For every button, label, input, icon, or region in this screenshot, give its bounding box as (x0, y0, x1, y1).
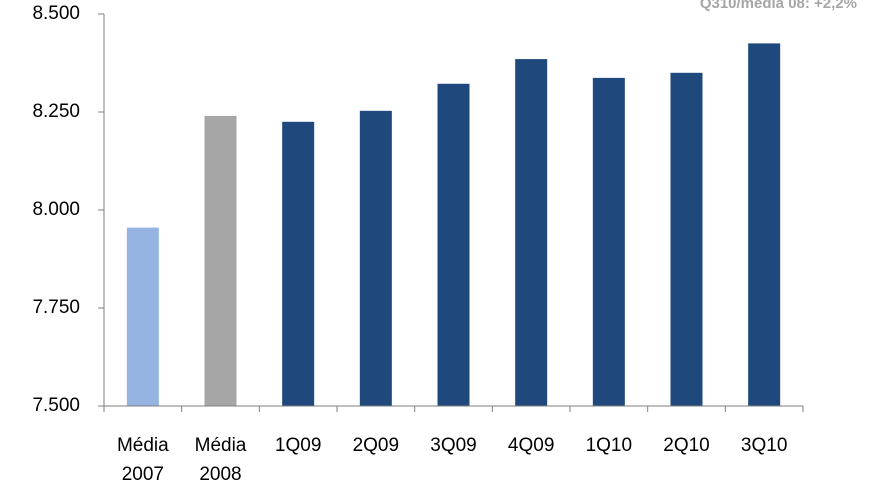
bars-group (126, 43, 781, 407)
bar (592, 77, 625, 407)
x-tick-label-line: 2007 (122, 464, 164, 485)
bar (359, 110, 392, 406)
x-tick-label-line: 2Q10 (663, 435, 709, 456)
y-tick-label: 7.500 (32, 395, 80, 416)
x-tick-label-line: 2Q09 (353, 435, 399, 456)
x-tick-label: 3Q10 (741, 435, 787, 456)
x-tick-label: Média 2008 (195, 435, 247, 485)
x-tick-label: Média 2007 (117, 435, 169, 485)
bar (126, 227, 159, 406)
x-tick-label: 1Q10 (586, 435, 632, 456)
x-tick-label: 2Q10 (663, 435, 709, 456)
x-tick-label: 3Q09 (430, 435, 476, 456)
bar (282, 121, 315, 407)
x-tick-label-line: 2008 (199, 464, 241, 485)
x-tick-label-line: 4Q09 (508, 435, 554, 456)
x-tick-label-line: 1Q10 (586, 435, 632, 456)
y-tick-label: 8.000 (32, 199, 80, 220)
x-tick-label-line: 3Q09 (430, 435, 476, 456)
x-tick-label-line: 1Q09 (275, 435, 321, 456)
bar (670, 72, 703, 407)
y-tick-label: 8.250 (32, 101, 80, 122)
bar (437, 83, 470, 406)
x-tick-label-line: Média (195, 435, 247, 456)
x-tick-label: 2Q09 (353, 435, 399, 456)
y-ticks-group: 7.500 7.750 8.000 8.250 8.500 (32, 3, 104, 416)
x-tick-label: 4Q09 (508, 435, 554, 456)
y-tick-label: 7.750 (32, 297, 80, 318)
bar (748, 43, 781, 407)
bar (515, 59, 548, 407)
x-ticks-group: Média 2007 Média 2008 1Q09 2Q09 3Q09 4Q09 1Q10 2Q… (103, 406, 804, 485)
x-tick-label-line: Média (117, 435, 169, 456)
x-tick-label: 1Q09 (275, 435, 321, 456)
bar (204, 115, 237, 407)
y-tick-label: 8.500 (32, 3, 80, 24)
annotation-text: Q310/média 08: +2,2% (700, 0, 857, 12)
x-tick-label-line: 3Q10 (741, 435, 787, 456)
